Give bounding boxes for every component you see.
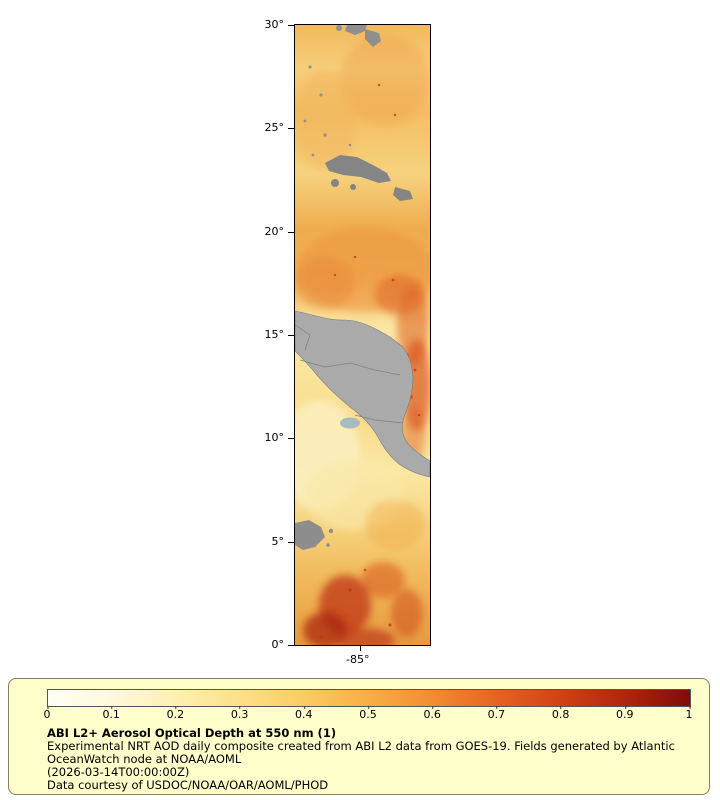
tick-mark <box>288 438 294 439</box>
colorbar-tick-label: 1 <box>685 706 693 721</box>
aod-map <box>294 24 431 646</box>
lat-label: 30° <box>264 18 285 31</box>
tick-mark <box>360 645 361 651</box>
colorbar-tick-label: 0.7 <box>487 706 506 721</box>
colorbar-tick-label: 0.5 <box>359 706 377 721</box>
legend-title: ABI L2+ Aerosol Optical Depth at 550 nm … <box>47 726 337 740</box>
colorbar-tick-label: 0.1 <box>102 706 120 721</box>
legend-description: Experimental NRT AOD daily composite cre… <box>47 739 675 766</box>
tick-mark <box>288 25 294 26</box>
lat-label: 25° <box>264 121 285 134</box>
legend-courtesy: Data courtesy of USDOC/NOAA/OAR/AOML/PHO… <box>47 778 329 792</box>
lat-label: 20° <box>264 225 285 238</box>
colorbar-tick-label: 0.6 <box>423 706 441 721</box>
colorbar-tick-label: 0.3 <box>230 706 249 721</box>
colorbar-tick-label: 0.4 <box>295 706 313 721</box>
tick-mark <box>288 542 294 543</box>
tick-mark <box>288 232 294 233</box>
legend-timestamp: (2026-03-14T00:00:00Z) <box>47 765 190 779</box>
lat-label: 10° <box>264 431 285 444</box>
lon-label: -85° <box>346 653 370 666</box>
colorbar-tick-label: 0.9 <box>616 706 634 721</box>
colorbar <box>47 689 691 707</box>
colorbar-ticks: 0 0.1 0.2 0.3 0.4 0.5 0.6 0.7 0.8 0.9 1 <box>43 706 693 723</box>
aod-map-image <box>295 25 430 645</box>
legend-box: 0 0.1 0.2 0.3 0.4 0.5 0.6 0.7 0.8 0.9 1 … <box>8 678 710 795</box>
tick-mark <box>288 128 294 129</box>
lat-label: 5° <box>271 535 285 548</box>
tick-mark <box>288 645 294 646</box>
central-america-land <box>295 310 430 478</box>
colorbar-tick-label: 0.8 <box>551 706 570 721</box>
lat-label: 15° <box>264 328 285 341</box>
lat-label: 0° <box>271 638 285 651</box>
colorbar-tick-label: 0.2 <box>166 706 185 721</box>
colorbar-tick-label: 0 <box>43 706 51 721</box>
tick-mark <box>288 335 294 336</box>
